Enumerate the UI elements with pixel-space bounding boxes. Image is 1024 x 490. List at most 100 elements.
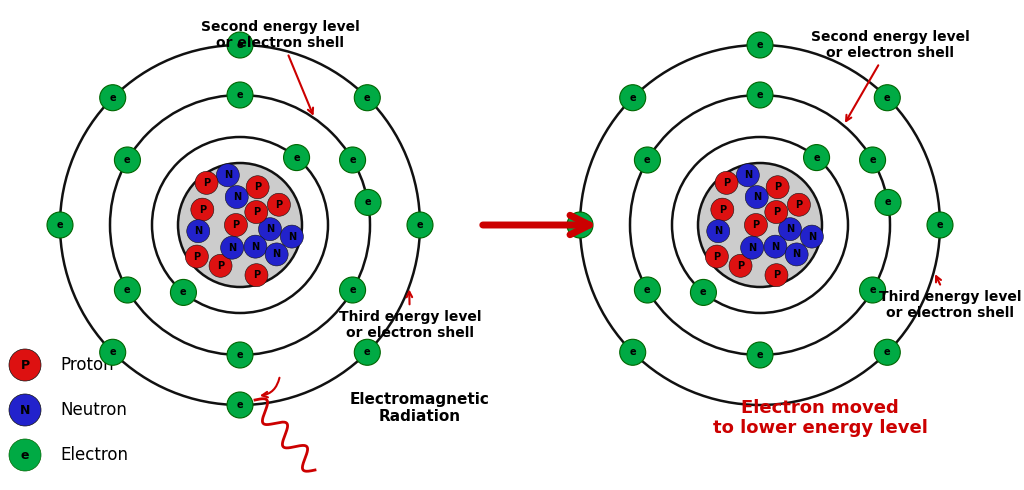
- Text: P: P: [723, 178, 730, 188]
- Text: N: N: [228, 243, 237, 253]
- Text: e: e: [110, 93, 116, 103]
- Circle shape: [746, 82, 773, 108]
- Circle shape: [874, 85, 900, 111]
- Circle shape: [185, 245, 208, 268]
- Text: P: P: [796, 200, 803, 210]
- Circle shape: [706, 245, 728, 268]
- Circle shape: [804, 145, 829, 171]
- Text: e: e: [237, 400, 244, 410]
- Text: P: P: [737, 261, 744, 271]
- Text: N: N: [743, 171, 752, 180]
- Circle shape: [227, 82, 253, 108]
- Text: P: P: [194, 251, 201, 262]
- Text: e: e: [869, 155, 876, 165]
- Text: e: e: [293, 152, 300, 163]
- Text: P: P: [719, 205, 726, 215]
- Text: e: e: [237, 90, 244, 100]
- Circle shape: [220, 236, 244, 259]
- Circle shape: [170, 279, 197, 305]
- Text: N: N: [272, 249, 281, 259]
- Circle shape: [766, 176, 790, 199]
- Text: N: N: [808, 232, 816, 242]
- Circle shape: [567, 212, 593, 238]
- Text: P: P: [774, 182, 781, 192]
- Circle shape: [354, 339, 380, 365]
- Circle shape: [635, 277, 660, 303]
- Circle shape: [745, 186, 768, 209]
- Circle shape: [620, 85, 646, 111]
- Text: e: e: [237, 40, 244, 50]
- Circle shape: [9, 349, 41, 381]
- Text: e: e: [885, 197, 891, 207]
- Circle shape: [635, 147, 660, 173]
- Text: e: e: [349, 155, 356, 165]
- Circle shape: [265, 243, 288, 266]
- Circle shape: [224, 214, 248, 237]
- Text: N: N: [19, 403, 30, 416]
- Circle shape: [245, 264, 268, 287]
- Text: e: e: [884, 93, 891, 103]
- Text: e: e: [644, 155, 650, 165]
- Circle shape: [740, 236, 764, 259]
- Circle shape: [245, 200, 267, 223]
- Circle shape: [227, 342, 253, 368]
- Circle shape: [244, 235, 267, 258]
- Circle shape: [765, 200, 787, 223]
- Text: e: e: [869, 285, 876, 295]
- Text: e: e: [757, 40, 763, 50]
- Text: e: e: [757, 90, 763, 100]
- Text: e: e: [630, 347, 636, 357]
- Circle shape: [190, 198, 214, 221]
- Circle shape: [246, 176, 269, 199]
- Circle shape: [99, 85, 126, 111]
- Circle shape: [746, 342, 773, 368]
- Text: e: e: [577, 220, 584, 230]
- Text: N: N: [771, 242, 779, 252]
- Circle shape: [785, 243, 808, 266]
- Circle shape: [178, 163, 302, 287]
- Text: e: e: [364, 347, 371, 357]
- Circle shape: [47, 212, 73, 238]
- Text: Electron moved
to lower energy level: Electron moved to lower energy level: [713, 398, 928, 438]
- Circle shape: [746, 32, 773, 58]
- Circle shape: [778, 218, 802, 241]
- Text: Third energy level
or electron shell: Third energy level or electron shell: [339, 292, 481, 340]
- Text: e: e: [700, 288, 707, 297]
- Circle shape: [620, 339, 646, 365]
- Circle shape: [340, 277, 366, 303]
- Text: N: N: [266, 224, 274, 234]
- Circle shape: [744, 214, 767, 237]
- Circle shape: [225, 186, 248, 209]
- Circle shape: [9, 439, 41, 471]
- Text: e: e: [757, 350, 763, 360]
- Text: e: e: [364, 93, 371, 103]
- Text: N: N: [753, 192, 761, 202]
- Text: N: N: [749, 243, 756, 253]
- Text: e: e: [110, 347, 116, 357]
- Circle shape: [859, 147, 886, 173]
- Text: e: e: [644, 285, 650, 295]
- Text: N: N: [224, 171, 231, 180]
- Text: P: P: [714, 251, 721, 262]
- Circle shape: [281, 225, 303, 248]
- Text: e: e: [237, 350, 244, 360]
- Circle shape: [195, 172, 218, 195]
- Text: P: P: [753, 220, 760, 230]
- Text: Electromagnetic
Radiation: Electromagnetic Radiation: [350, 392, 489, 424]
- Circle shape: [227, 392, 253, 418]
- Circle shape: [765, 264, 788, 287]
- Circle shape: [354, 85, 380, 111]
- Circle shape: [698, 163, 822, 287]
- Circle shape: [340, 147, 366, 173]
- Circle shape: [707, 220, 730, 243]
- Circle shape: [115, 147, 140, 173]
- Text: Electron: Electron: [60, 446, 128, 464]
- Text: e: e: [124, 285, 131, 295]
- Text: e: e: [937, 220, 943, 230]
- Text: e: e: [630, 93, 636, 103]
- Text: N: N: [251, 242, 259, 252]
- Text: e: e: [417, 220, 423, 230]
- Circle shape: [690, 279, 717, 305]
- Circle shape: [711, 198, 734, 221]
- Text: P: P: [199, 205, 206, 215]
